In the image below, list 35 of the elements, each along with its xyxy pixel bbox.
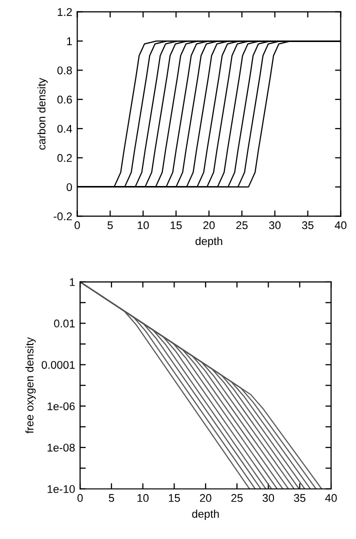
x-tick-label: 15 (170, 221, 182, 230)
y-tick-label: 1e-06 (48, 402, 75, 410)
x-tick-label: 40 (334, 221, 346, 230)
y-tick-label: 1e-08 (48, 444, 75, 452)
y-axis-title: carbon density (37, 78, 48, 150)
y-tick-label: 0.4 (57, 124, 72, 133)
x-tick-label: 25 (231, 494, 243, 502)
x-tick-label: 5 (108, 221, 113, 230)
y-tick-label: 0.01 (54, 320, 75, 328)
x-tick-label: 5 (108, 494, 114, 502)
x-tick-label: 15 (168, 494, 180, 502)
x-tick-label: 35 (302, 221, 314, 230)
y-tick-label: 0.8 (57, 66, 72, 74)
y-tick-label: 1 (70, 278, 75, 286)
x-tick-label: 20 (203, 221, 215, 230)
y-axis-title: free oxygen density (25, 337, 36, 434)
y-tick-label: 0 (66, 183, 72, 192)
x-tick-label: 30 (269, 221, 281, 230)
x-axis-title: depth (192, 510, 219, 520)
y-tick-label: 1.2 (58, 8, 72, 16)
x-tick-label: 20 (200, 494, 212, 502)
x-tick-label: 10 (138, 221, 149, 230)
x-tick-label: 30 (262, 494, 274, 502)
x-tick-label: 35 (294, 494, 306, 502)
x-tick-label: 25 (236, 221, 248, 230)
y-tick-label: 0.6 (57, 96, 72, 104)
y-tick-label: 0.2 (57, 154, 72, 162)
x-tick-label: 0 (77, 494, 83, 502)
y-tick-label: 0.0001 (42, 360, 75, 369)
x-tick-label: 40 (325, 494, 337, 502)
y-tick-label: 1e-10 (48, 485, 75, 494)
x-tick-label: 10 (138, 494, 149, 502)
x-axis-title: depth (196, 236, 222, 248)
y-tick-label: 1 (67, 37, 72, 46)
y-tick-label: -0.2 (54, 212, 72, 220)
